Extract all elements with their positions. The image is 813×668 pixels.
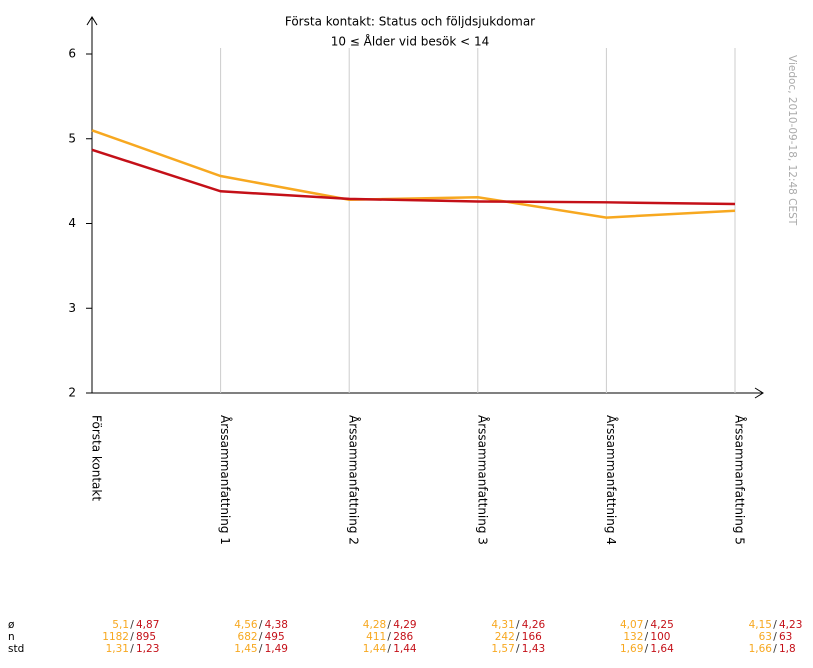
stats-separator: / xyxy=(516,643,520,655)
series-line xyxy=(91,148,736,206)
chart-title: Första kontakt: Status och följdsjukdoma… xyxy=(285,15,535,29)
stats-value: 1,57 xyxy=(491,643,514,655)
stats-value: 132 xyxy=(623,631,643,643)
x-tick-label: Årssammanfattning 1 xyxy=(218,415,233,545)
y-tick-label: 3 xyxy=(68,301,76,315)
stats-value: 4,15 xyxy=(749,619,772,631)
stats-value: 1,23 xyxy=(136,643,159,655)
stats-value: 100 xyxy=(650,631,670,643)
stats-value: 4,23 xyxy=(779,619,802,631)
stats-row-label: n xyxy=(8,631,15,643)
stats-value: 1,49 xyxy=(265,643,288,655)
stats-separator: / xyxy=(645,643,649,655)
stats-separator: / xyxy=(130,619,134,631)
watermark: Viedoc, 2010-09-18, 12:48 CEST xyxy=(786,55,798,226)
stats-value: 4,25 xyxy=(650,619,673,631)
stats-row-label: ø xyxy=(8,619,15,631)
stats-separator: / xyxy=(516,631,520,643)
stats-value: 166 xyxy=(522,631,542,643)
stats-value: 1,44 xyxy=(393,643,417,655)
stats-separator: / xyxy=(387,643,391,655)
stats-separator: / xyxy=(130,643,134,655)
stats-value: 5,1 xyxy=(112,619,129,631)
series-line xyxy=(91,129,736,219)
x-tick-label: Årssammanfattning 5 xyxy=(733,415,748,545)
stats-value: 1,43 xyxy=(522,643,545,655)
stats-separator: / xyxy=(645,619,649,631)
stats-value: 1182 xyxy=(102,631,129,643)
stats-value: 4,56 xyxy=(234,619,258,631)
x-tick-label: Årssammanfattning 2 xyxy=(347,415,362,545)
stats-value: 286 xyxy=(393,631,413,643)
stats-value: 1,44 xyxy=(363,643,387,655)
stats-value: 1,8 xyxy=(779,643,796,655)
stats-separator: / xyxy=(773,631,777,643)
stats-value: 895 xyxy=(136,631,156,643)
stats-value: 682 xyxy=(238,631,258,643)
y-tick-label: 6 xyxy=(68,47,76,61)
stats-value: 1,31 xyxy=(106,643,129,655)
stats-value: 4,29 xyxy=(393,619,416,631)
stats-separator: / xyxy=(387,619,391,631)
stats-separator: / xyxy=(387,631,391,643)
stats-value: 4,07 xyxy=(620,619,643,631)
stats-separator: / xyxy=(773,619,777,631)
stats-value: 4,31 xyxy=(491,619,514,631)
x-axis-arrow xyxy=(754,387,764,399)
stats-value: 4,38 xyxy=(265,619,288,631)
x-tick-label: Första kontakt xyxy=(90,415,104,501)
stats-separator: / xyxy=(645,631,649,643)
axes xyxy=(86,16,764,399)
y-axis-arrow xyxy=(86,16,98,26)
stats-separator: / xyxy=(773,643,777,655)
stats-row-label: std xyxy=(8,643,24,655)
y-tick-label: 5 xyxy=(68,131,76,145)
y-tick-label: 2 xyxy=(68,386,76,400)
stats-value: 495 xyxy=(265,631,285,643)
stats-value: 4,28 xyxy=(363,619,386,631)
stats-value: 1,66 xyxy=(749,643,773,655)
stats-value: 1,45 xyxy=(234,643,257,655)
stats-separator: / xyxy=(259,619,263,631)
stats-value: 1,69 xyxy=(620,643,643,655)
stats-separator: / xyxy=(259,643,263,655)
x-tick-label: Årssammanfattning 4 xyxy=(604,415,619,545)
stats-separator: / xyxy=(130,631,134,643)
stats-value: 242 xyxy=(495,631,515,643)
stats-separator: / xyxy=(259,631,263,643)
stats-value: 1,64 xyxy=(650,643,674,655)
x-tick-label: Årssammanfattning 3 xyxy=(475,415,490,545)
stats-separator: / xyxy=(516,619,520,631)
chart-subtitle: 10 ≤ Ålder vid besök < 14 xyxy=(331,34,490,49)
stats-value: 63 xyxy=(779,631,792,643)
stats-value: 63 xyxy=(759,631,772,643)
y-tick-label: 4 xyxy=(68,216,76,230)
stats-value: 4,26 xyxy=(522,619,546,631)
stats-value: 411 xyxy=(366,631,386,643)
stats-value: 4,87 xyxy=(136,619,159,631)
